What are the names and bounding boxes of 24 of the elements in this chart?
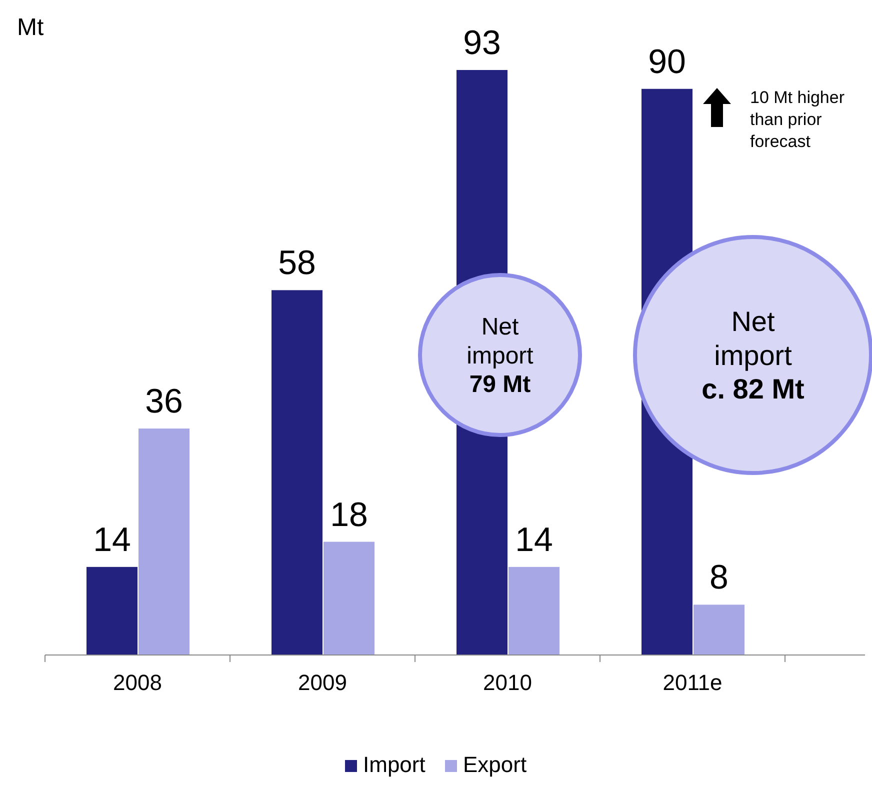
data-label: 93 (463, 24, 501, 62)
x-tick-label: 2009 (298, 670, 347, 695)
data-label: 14 (515, 520, 553, 559)
data-label: 58 (278, 244, 316, 282)
bar (324, 542, 374, 655)
bar (508, 566, 560, 655)
data-label: 36 (145, 382, 183, 421)
annotation: Net import c. 82 Mt (702, 306, 804, 404)
x-tick-label: 2010 (483, 670, 532, 695)
annotation: Net import 79 Mt (466, 314, 534, 398)
bar (694, 604, 744, 655)
bar (138, 428, 190, 655)
legend-label: Import (363, 752, 426, 777)
x-tick-label: 2008 (113, 670, 162, 695)
bar (86, 566, 138, 655)
data-label: 8 (710, 558, 728, 597)
legend-label: Export (463, 752, 527, 777)
data-label: 18 (330, 496, 368, 534)
y-axis-title: Mt (17, 14, 44, 41)
bar (272, 290, 322, 655)
x-tick-label: 2011e (662, 670, 722, 695)
annotation: 10 Mt higher than prior forecast (750, 88, 845, 151)
data-label: 90 (648, 42, 686, 81)
data-label: 14 (93, 520, 131, 559)
